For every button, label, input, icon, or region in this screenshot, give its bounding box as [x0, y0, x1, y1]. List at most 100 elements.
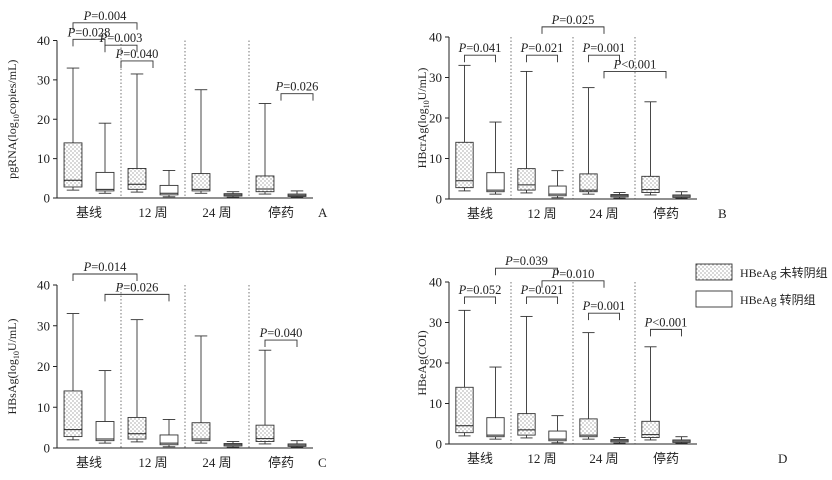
box-converted: [672, 191, 691, 199]
legend-label-not-converted: HBeAg 未转阴组: [740, 265, 828, 280]
box-iqr: [517, 413, 536, 436]
p-value-label: P=0.003: [99, 31, 143, 45]
box-iqr: [63, 390, 83, 438]
significance-bracket: [541, 280, 605, 288]
p-value-label: P=0.028: [67, 25, 111, 39]
significance-bracket: [541, 26, 605, 34]
significance-annotation: P=0.001: [582, 41, 626, 63]
box-converted: [223, 441, 243, 448]
significance-bracket: [72, 38, 106, 47]
box-not-converted: [191, 335, 211, 444]
y-axis-label: HBsAg(log10U/mL): [5, 318, 21, 414]
panel-A: 0 10 20 30 40 pgRNA(log10copies/mL) 基线 12 周 24 周…: [5, 9, 328, 220]
p-value-label: P<0.001: [644, 315, 688, 329]
significance-annotation: P=0.041: [458, 41, 502, 63]
box-iqr: [63, 142, 83, 188]
y-tick-label: 10: [37, 400, 50, 415]
box-iqr: [159, 184, 179, 196]
p-value-label: P=0.014: [83, 260, 128, 274]
x-tick-label: 停药: [268, 455, 294, 470]
significance-annotation: P<0.001: [644, 315, 688, 337]
box-iqr: [159, 434, 179, 446]
significance-bracket: [603, 70, 667, 79]
y-tick-label: 30: [429, 315, 442, 330]
box-iqr: [95, 171, 115, 192]
y-axis-label: HBcrAg(log10U/mL): [415, 68, 431, 169]
box-iqr: [455, 386, 474, 434]
x-tick-label: 基线: [467, 451, 493, 466]
significance-bracket: [264, 339, 298, 348]
y-tick-label: 40: [37, 278, 50, 293]
box-converted: [159, 419, 179, 448]
box-not-converted: [579, 87, 598, 195]
significance-annotation: P=0.040: [115, 47, 158, 68]
significance-annotation: P=0.052: [458, 283, 501, 304]
p-value-label: P=0.004: [83, 9, 128, 23]
x-tick-label: 12 周: [527, 206, 556, 221]
box-iqr: [548, 185, 567, 197]
p-value-label: P=0.021: [520, 41, 564, 55]
significance-annotation: P=0.010: [541, 267, 605, 288]
box-converted: [610, 192, 629, 199]
box-not-converted: [455, 309, 474, 437]
p-value-label: P=0.039: [504, 254, 548, 268]
box-converted: [223, 191, 243, 198]
box-not-converted: [517, 315, 536, 439]
p-value-label: P=0.040: [259, 326, 303, 340]
panel-letter: A: [318, 205, 328, 220]
x-tick-label: 基线: [467, 206, 493, 221]
significance-bracket: [72, 22, 138, 30]
y-tick-label: 0: [436, 192, 443, 207]
y-tick-label: 40: [429, 30, 442, 45]
p-value-label: P=0.001: [582, 299, 626, 313]
panel-letter: B: [718, 206, 727, 221]
x-tick-label: 停药: [268, 205, 294, 220]
box-iqr: [579, 418, 598, 438]
y-tick-label: 20: [37, 359, 50, 374]
box-iqr: [191, 173, 211, 192]
legend-swatch-dotted: [695, 263, 733, 281]
box-not-converted: [455, 64, 474, 192]
significance-bracket: [120, 60, 154, 68]
box-converted: [548, 415, 567, 444]
significance-annotation: P<0.001: [603, 57, 667, 79]
box-iqr: [255, 424, 275, 442]
box-iqr: [127, 416, 147, 440]
significance-annotation: P=0.003: [99, 31, 143, 53]
significance-bracket: [104, 44, 138, 53]
y-axis-label: pgRNA(log10copies/mL): [5, 60, 21, 179]
significance-annotation: P=0.001: [582, 299, 626, 321]
box-iqr: [548, 430, 567, 442]
x-tick-label: 基线: [76, 455, 102, 470]
y-tick-label: 0: [436, 437, 443, 452]
p-value-label: P=0.001: [582, 41, 626, 55]
box-not-converted: [63, 67, 83, 191]
significance-annotation: P=0.026: [104, 280, 170, 302]
significance-annotation: P=0.021: [520, 283, 563, 304]
y-tick-label: 20: [429, 111, 442, 126]
significance-bracket: [280, 93, 314, 101]
significance-bracket: [464, 54, 496, 63]
significance-bracket: [650, 328, 682, 337]
p-value-label: P=0.025: [551, 13, 595, 27]
box-converted: [672, 436, 691, 444]
box-converted: [486, 366, 505, 440]
y-tick-label: 40: [37, 33, 50, 48]
significance-bracket: [526, 54, 558, 63]
box-iqr: [641, 420, 660, 438]
significance-annotation: P=0.014: [72, 260, 138, 281]
box-converted: [159, 169, 179, 198]
box-converted: [548, 170, 567, 199]
panel-letter: D: [778, 451, 787, 466]
box-iqr: [517, 168, 536, 191]
significance-annotation: P=0.021: [520, 41, 564, 63]
significance-annotation: P=0.039: [495, 254, 558, 276]
box-not-converted: [191, 89, 211, 194]
y-tick-label: 40: [429, 275, 442, 290]
p-value-label: P=0.041: [458, 41, 502, 55]
legend-label-converted: HBeAg 转阴组: [740, 292, 816, 307]
panel-B: 0 10 20 30 40 HBcrAg(log10U/mL) 基线 12 周 24 周 停药 P=…: [415, 13, 727, 221]
box-not-converted: [641, 346, 660, 441]
p-value-label: P=0.026: [275, 80, 319, 94]
